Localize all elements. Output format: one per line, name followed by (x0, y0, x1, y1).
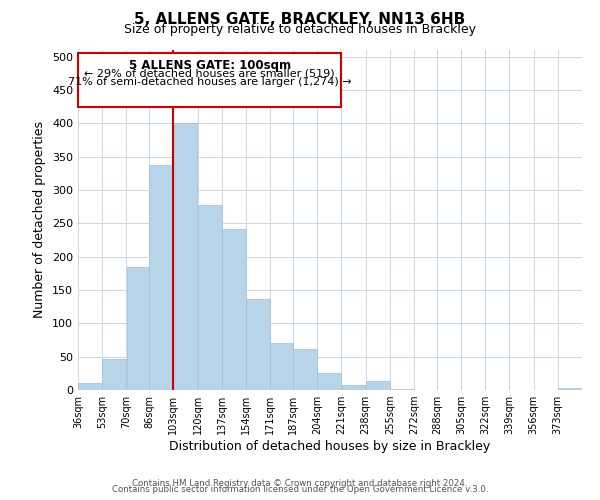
Bar (173, 124, 197, 390)
FancyBboxPatch shape (78, 54, 341, 106)
Bar (246, 298, 270, 390)
Bar (317, 372, 341, 390)
Text: Size of property relative to detached houses in Brackley: Size of property relative to detached ho… (124, 22, 476, 36)
X-axis label: Distribution of detached houses by size in Brackley: Distribution of detached houses by size … (169, 440, 491, 453)
Y-axis label: Number of detached properties: Number of detached properties (34, 122, 46, 318)
Text: 5 ALLENS GATE: 100sqm: 5 ALLENS GATE: 100sqm (128, 58, 291, 71)
Bar (103, 358, 126, 390)
Bar (293, 348, 317, 390)
Bar (127, 266, 149, 390)
Bar (558, 388, 582, 390)
Text: 5, ALLENS GATE, BRACKLEY, NN13 6HB: 5, ALLENS GATE, BRACKLEY, NN13 6HB (134, 12, 466, 28)
Bar (149, 164, 173, 390)
Text: Contains public sector information licensed under the Open Government Licence v.: Contains public sector information licen… (112, 485, 488, 494)
Text: 71% of semi-detached houses are larger (1,274) →: 71% of semi-detached houses are larger (… (68, 78, 352, 88)
Bar (366, 382, 389, 390)
Bar (198, 204, 221, 390)
Bar (271, 344, 293, 390)
Bar (341, 384, 365, 390)
Bar (222, 228, 246, 390)
Bar (390, 388, 414, 390)
Text: Contains HM Land Registry data © Crown copyright and database right 2024.: Contains HM Land Registry data © Crown c… (132, 478, 468, 488)
Bar (78, 384, 102, 390)
Text: ← 29% of detached houses are smaller (519): ← 29% of detached houses are smaller (51… (85, 68, 335, 78)
